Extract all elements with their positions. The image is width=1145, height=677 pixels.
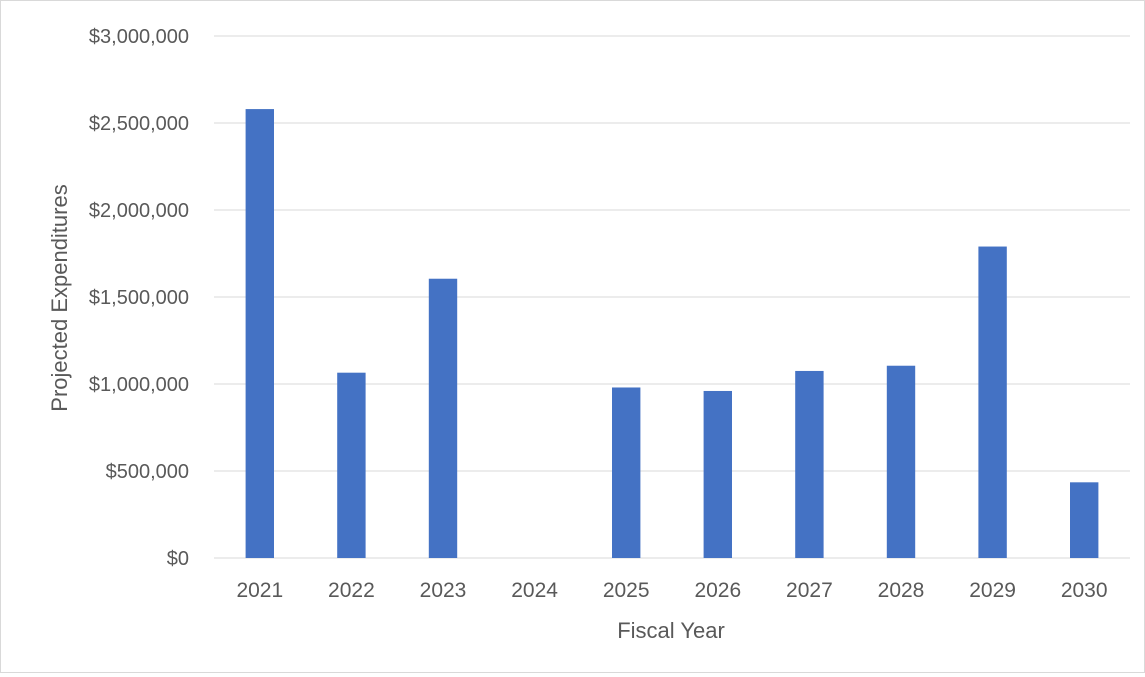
bar-2021 — [245, 109, 274, 558]
y-tick-label: $2,500,000 — [89, 113, 189, 135]
bar-2023 — [428, 278, 458, 558]
bars — [245, 109, 1099, 559]
y-axis-tick-labels: $0 $500,000 $1,000,000 $1,500,000 $2,000,000… — [89, 26, 189, 570]
x-tick-label: 2030 — [1061, 579, 1108, 602]
bar-2025 — [612, 387, 641, 558]
y-tick-label: $2,000,000 — [89, 200, 189, 222]
x-tick-label: 2026 — [694, 579, 741, 602]
bar-2026 — [703, 390, 732, 558]
bar-2022 — [337, 372, 366, 558]
y-tick-label: $500,000 — [106, 461, 189, 483]
gridlines — [214, 35, 1130, 559]
y-tick-label: $3,000,000 — [89, 26, 189, 48]
y-tick-label: $1,500,000 — [89, 287, 189, 309]
x-tick-label: 2027 — [786, 579, 833, 602]
y-tick-label: $0 — [167, 548, 189, 570]
bar-2029 — [978, 246, 1007, 559]
x-tick-label: 2025 — [603, 579, 650, 602]
x-axis-tick-labels: 2021 2022 2023 2024 2025 2026 2027 2028 2029 2030 — [236, 579, 1107, 602]
x-tick-label: 2028 — [878, 579, 925, 602]
bar-2028 — [886, 365, 916, 558]
x-tick-label: 2029 — [969, 579, 1016, 602]
x-tick-label: 2021 — [236, 579, 283, 602]
y-axis-title: Projected Expenditures — [47, 184, 72, 411]
x-tick-label: 2023 — [420, 579, 467, 602]
bar-2027 — [795, 370, 824, 558]
bar-2030 — [1070, 482, 1099, 558]
x-axis-title: Fiscal Year — [617, 618, 725, 643]
x-tick-label: 2024 — [511, 579, 558, 602]
y-tick-label: $1,000,000 — [89, 374, 189, 396]
x-tick-label: 2022 — [328, 579, 375, 602]
